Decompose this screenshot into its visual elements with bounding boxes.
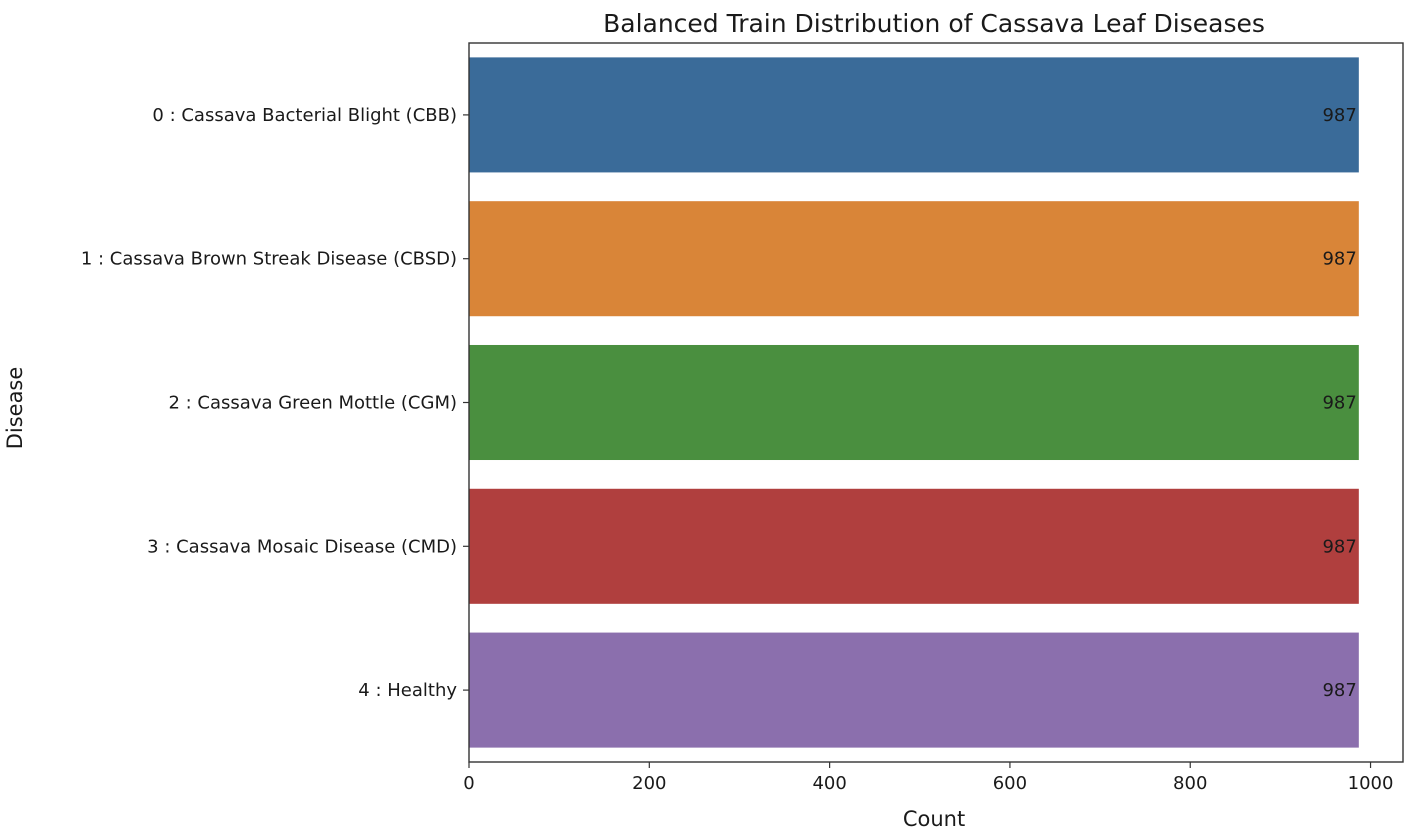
y-axis-label: Disease [3, 367, 27, 450]
x-tick-label-1: 200 [632, 773, 666, 794]
chart-title: Balanced Train Distribution of Cassava L… [603, 9, 1265, 38]
plot-frame [468, 42, 1404, 763]
x-axis-label: Count [903, 807, 965, 831]
bars-group [469, 57, 1359, 748]
data-label-1: 987 [1322, 249, 1356, 270]
data-label-0: 987 [1322, 105, 1356, 126]
y-tick-label-3: 3 : Cassava Mosaic Disease (CMD) [147, 536, 457, 557]
data-label-3: 987 [1322, 536, 1356, 557]
x-axis-ticks: 0 200 400 600 800 1000 [463, 762, 1393, 794]
y-tick-label-1: 1 : Cassava Brown Streak Disease (CBSD) [81, 249, 457, 270]
bar-4 [469, 632, 1359, 748]
bar-1 [469, 201, 1359, 317]
data-labels: 987 987 987 987 987 [1322, 105, 1356, 701]
y-tick-label-0: 0 : Cassava Bacterial Blight (CBB) [152, 105, 457, 126]
x-tick-label-5: 1000 [1348, 773, 1394, 794]
data-label-2: 987 [1322, 393, 1356, 414]
x-tick-label-4: 800 [1173, 773, 1207, 794]
bar-0 [469, 57, 1359, 173]
bar-3 [469, 488, 1359, 604]
x-tick-label-3: 600 [993, 773, 1027, 794]
x-tick-label-2: 400 [812, 773, 846, 794]
bar-2 [469, 344, 1359, 461]
data-label-4: 987 [1322, 680, 1356, 701]
y-tick-labels: 0 : Cassava Bacterial Blight (CBB) 1 : Ca… [81, 105, 469, 701]
y-tick-label-4: 4 : Healthy [358, 680, 457, 701]
x-tick-label-0: 0 [463, 773, 474, 794]
y-tick-label-2: 2 : Cassava Green Mottle (CGM) [168, 393, 457, 414]
